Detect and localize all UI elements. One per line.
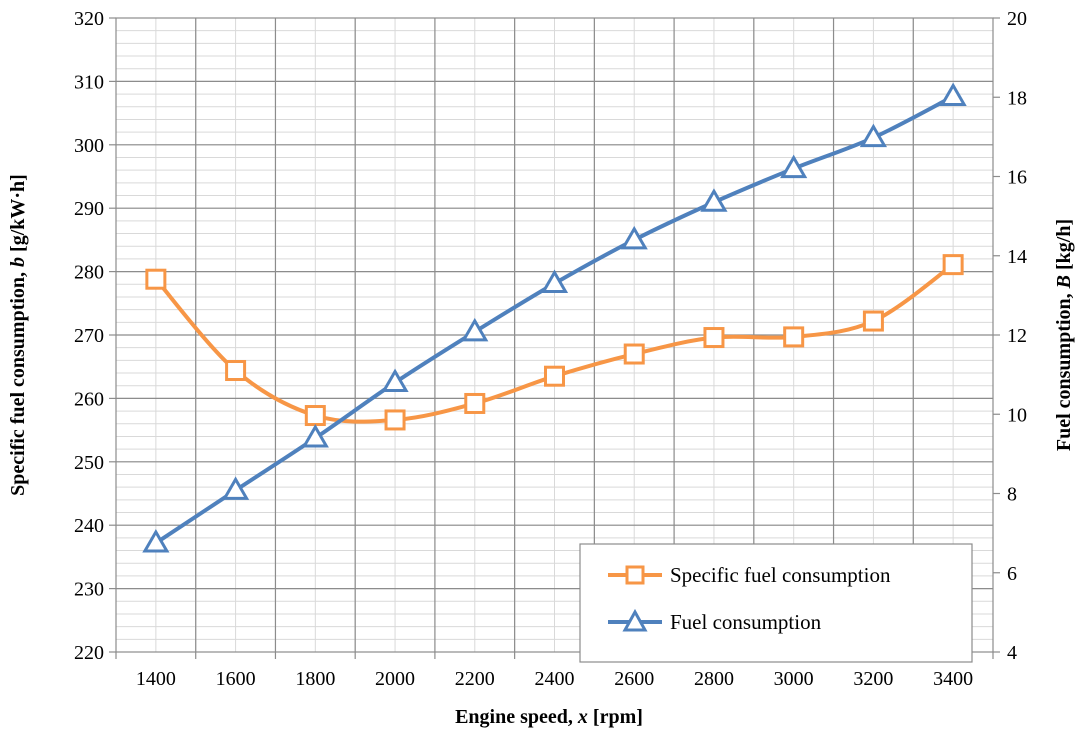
y-left-axis-title: Specific fuel consumption, b [g/kW·h] <box>7 174 29 496</box>
y-right-axis-title-prefix: Fuel consumption, <box>1053 288 1075 451</box>
legend-label-specific-fuel-consumption: Specific fuel consumption <box>670 563 891 587</box>
y-left-tick-label: 270 <box>74 325 104 347</box>
data-point-fuel-consumption <box>700 188 728 212</box>
data-point-fuel-consumption <box>780 154 808 179</box>
series-layer <box>142 82 967 553</box>
legend-label-fuel-consumption: Fuel consumption <box>670 610 822 634</box>
x-axis-title-var: x <box>577 706 588 728</box>
data-point-specific-fuel-consumption <box>384 409 406 431</box>
x-axis-title-suffix: [rpm] <box>588 706 643 728</box>
data-point-specific-fuel-consumption <box>544 365 565 387</box>
data-point-specific-fuel-consumption <box>623 343 645 365</box>
x-tick-label: 3000 <box>774 668 814 690</box>
data-point-specific-fuel-consumption <box>783 326 805 348</box>
x-axis-title: Engine speed, x [rpm] <box>455 706 643 728</box>
x-tick-label: 1400 <box>136 668 176 690</box>
data-point-specific-fuel-consumption <box>703 327 725 349</box>
x-tick-label: 2400 <box>535 668 575 690</box>
data-point-fuel-consumption <box>620 225 648 250</box>
y-left-tick-label: 310 <box>74 71 104 93</box>
y-right-tick-labels: 4 6 8 10 12 14 16 18 20 <box>1007 8 1027 664</box>
y-left-tick-label: 250 <box>74 452 104 474</box>
legend-item-specific-fuel-consumption: Specific fuel consumption <box>608 563 891 587</box>
y-right-tick-label: 10 <box>1007 404 1027 426</box>
data-point-fuel-consumption <box>540 269 569 293</box>
legend-box <box>579 543 973 663</box>
legend-marker-triangle-icon <box>622 608 648 632</box>
y-right-tick-label: 8 <box>1007 484 1017 506</box>
y-left-tick-label: 220 <box>74 642 104 664</box>
y-left-tick-label: 320 <box>74 8 104 30</box>
y-right-tick-label: 16 <box>1007 167 1027 189</box>
y-right-tick-label: 6 <box>1007 563 1017 585</box>
x-tick-labels: 1400 1600 1800 2000 2200 2400 2600 2800 3000 3200… <box>136 668 973 690</box>
y-left-tick-label: 280 <box>74 262 104 284</box>
y-left-tick-labels: 220 230 240 250 260 270 280 290 300 310 320 <box>74 8 104 664</box>
y-right-tick-label: 14 <box>1007 246 1027 268</box>
y-right-axis-title-suffix: [kg/h] <box>1053 219 1075 275</box>
y-right-tick-label: 4 <box>1007 642 1017 664</box>
x-tick-label: 3200 <box>853 668 893 690</box>
data-point-fuel-consumption <box>859 123 888 148</box>
data-point-fuel-consumption <box>221 476 250 500</box>
y-left-tick-label: 240 <box>74 515 104 537</box>
data-point-specific-fuel-consumption <box>304 405 326 427</box>
legend-marker-square-icon <box>625 565 645 585</box>
y-left-axis-title-suffix: [g/kW·h] <box>7 174 29 257</box>
legend-item-fuel-consumption: Fuel consumption <box>608 608 822 634</box>
x-tick-label: 1600 <box>216 668 256 690</box>
x-tick-label: 2800 <box>694 668 734 690</box>
y-left-tick-label: 290 <box>74 198 104 220</box>
y-left-tick-label: 230 <box>74 579 104 601</box>
y-left-tick-label: 260 <box>74 388 104 410</box>
data-point-specific-fuel-consumption <box>225 360 247 382</box>
data-point-specific-fuel-consumption <box>464 392 486 414</box>
y-left-axis-title-var: b <box>7 257 29 267</box>
y-left-axis-title-prefix: Specific fuel consumption, <box>7 267 29 496</box>
x-tick-label: 1800 <box>295 668 335 690</box>
data-point-fuel-consumption <box>381 368 409 393</box>
data-point-specific-fuel-consumption <box>862 310 884 332</box>
x-tick-label: 2000 <box>375 668 415 690</box>
y-left-tick-label: 300 <box>74 135 104 157</box>
y-right-tick-label: 20 <box>1007 8 1027 30</box>
data-point-fuel-consumption <box>301 424 329 448</box>
y-right-axis-title-var: B <box>1053 275 1075 289</box>
y-right-tick-label: 18 <box>1007 87 1027 109</box>
x-tick-label: 2200 <box>455 668 495 690</box>
data-point-specific-fuel-consumption <box>145 268 167 290</box>
data-point-specific-fuel-consumption <box>942 254 964 276</box>
data-point-fuel-consumption <box>461 317 489 342</box>
data-point-fuel-consumption <box>939 82 967 106</box>
y-right-axis-title: Fuel consumption, B [kg/h] <box>1053 219 1075 451</box>
data-point-fuel-consumption <box>142 529 170 553</box>
x-axis-title-prefix: Engine speed, <box>455 706 578 728</box>
legend: Specific fuel consumption Fuel consumpti… <box>579 543 973 663</box>
y-right-tick-label: 12 <box>1007 325 1027 347</box>
x-tick-label: 2600 <box>614 668 654 690</box>
x-tick-label: 3400 <box>933 668 973 690</box>
